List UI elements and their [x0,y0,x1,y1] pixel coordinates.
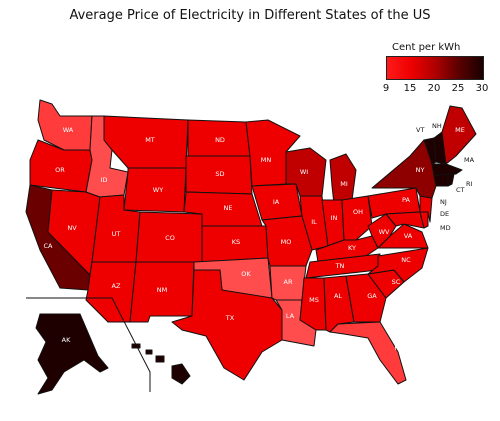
label-WV: WV [379,228,390,236]
label-MD: MD [440,224,451,232]
label-TX: TX [225,314,235,322]
state-MI[interactable] [329,153,357,205]
state-AZ[interactable] [85,261,137,323]
state-MD[interactable] [385,211,425,229]
legend-color-bar [386,56,484,80]
label-NM: NM [157,286,167,294]
state-ME[interactable] [441,105,477,165]
label-AL: AL [334,292,342,300]
label-WI: WI [300,168,308,176]
label-ND: ND [215,136,225,144]
label-VT: VT [416,126,424,134]
label-FL: FL [394,344,402,352]
label-MI: MI [340,180,348,188]
state-HI[interactable] [171,363,191,385]
legend-tick-25: 25 [451,83,465,94]
legend-tick-15: 15 [403,83,417,94]
label-SC: SC [392,278,401,286]
hi-island-3 [131,343,141,349]
label-TN: TN [335,262,345,270]
label-AR: AR [284,278,293,286]
label-MO: MO [281,238,292,246]
label-WA: WA [63,126,74,134]
state-RI[interactable] [447,173,455,187]
legend-tick-30: 30 [475,83,489,94]
label-NJ: NJ [440,198,447,206]
label-KY: KY [348,244,356,252]
label-IA: IA [273,198,280,206]
label-KS: KS [232,238,240,246]
state-GA[interactable] [345,273,387,323]
label-ID: ID [101,176,108,184]
label-WY: WY [153,186,163,194]
state-CT[interactable] [433,173,449,187]
state-OH[interactable] [341,195,373,241]
map-title: Average Price of Electricity in Differen… [69,8,431,23]
label-IL: IL [311,218,317,226]
label-GA: GA [367,292,377,300]
legend-title: Cent per kWh [392,42,461,53]
state-MS[interactable] [299,277,327,331]
state-WA[interactable] [37,99,93,151]
state-WY[interactable] [123,167,187,213]
label-MT: MT [145,136,155,144]
legend-tick-9: 9 [382,83,390,94]
label-NY: NY [416,166,425,174]
label-NH: NH [432,122,442,130]
label-NV: NV [67,224,77,232]
state-AK[interactable] [35,313,109,395]
label-UT: UT [112,230,121,238]
hi-island-1 [155,355,165,363]
label-OR: OR [55,166,65,174]
label-SD: SD [215,170,224,178]
label-NE: NE [224,204,233,212]
label-VA: VA [404,232,413,240]
state-MA[interactable] [431,163,463,177]
label-OK: OK [241,270,251,278]
label-LA: LA [286,312,295,320]
label-MS: MS [309,296,319,304]
state-FL[interactable] [329,321,407,385]
label-MN: MN [261,156,272,164]
label-RI: RI [466,180,473,188]
label-CO: CO [165,234,175,242]
label-OH: OH [353,208,363,216]
label-CA: CA [44,242,54,250]
label-ME: ME [455,126,465,134]
label-AZ: AZ [112,282,121,290]
inset-divider [26,297,151,392]
label-NC: NC [401,256,411,264]
state-IL[interactable] [299,195,329,251]
state-NC[interactable] [367,247,429,283]
legend-tick-20: 20 [427,83,441,94]
label-PA: PA [402,196,411,204]
label-AK: AK [62,336,71,344]
label-IN: IN [331,214,338,222]
label-MA: MA [464,156,475,164]
hi-island-2 [145,349,153,355]
label-CT: CT [456,186,465,194]
label-HI: HI [155,374,162,382]
state-TX[interactable] [171,269,283,381]
label-DE: DE [440,210,449,218]
